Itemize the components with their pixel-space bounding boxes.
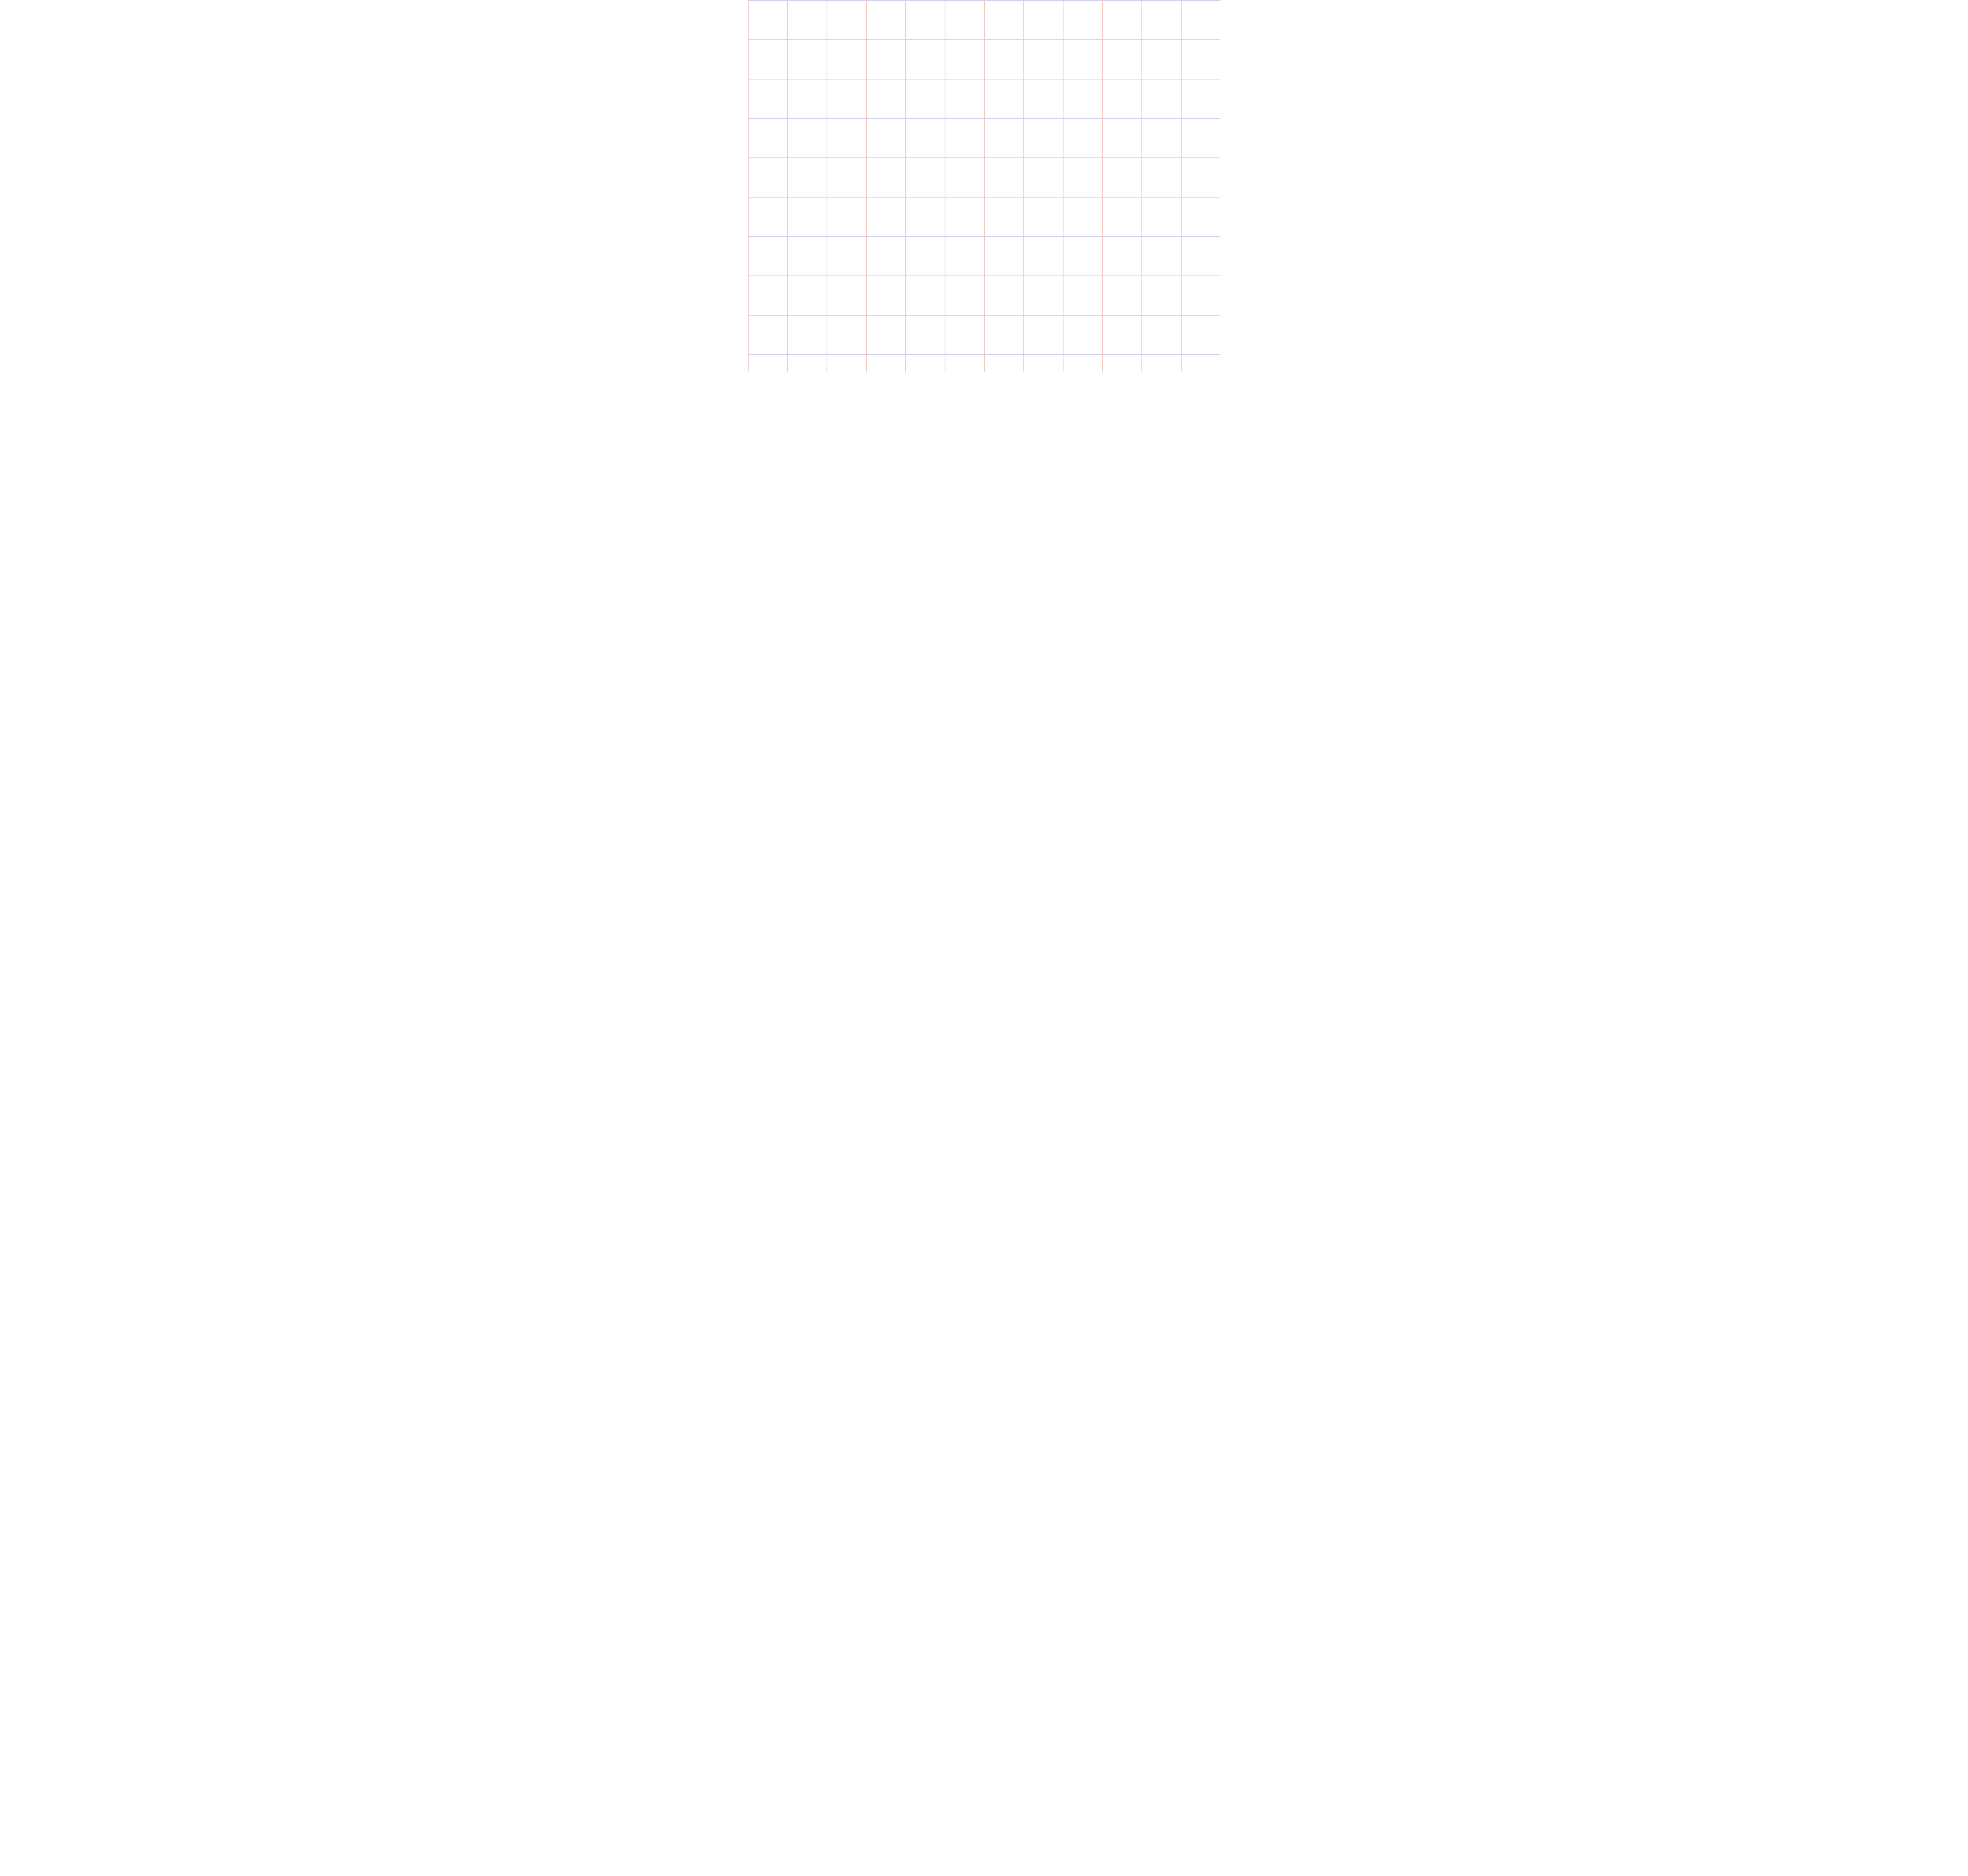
kmeans-infographic xyxy=(748,0,1220,372)
axes xyxy=(748,0,866,59)
